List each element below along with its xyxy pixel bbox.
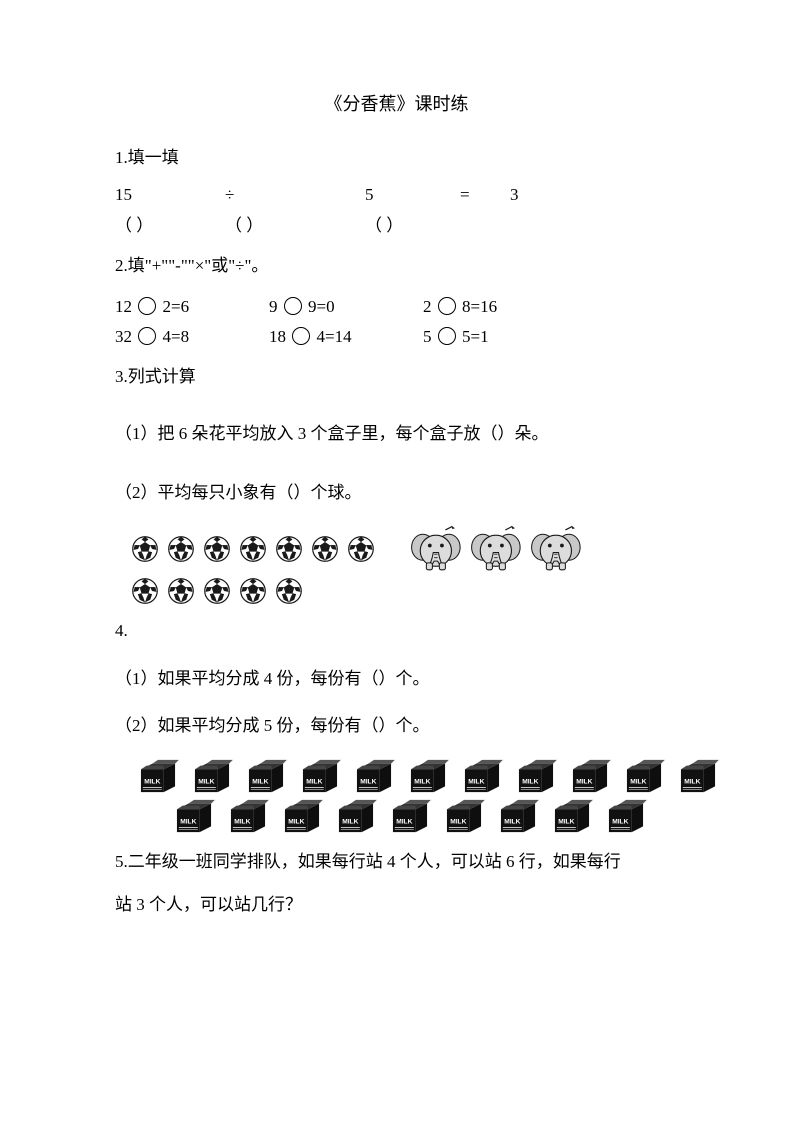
soccer-ball-icon: [347, 535, 375, 563]
milk-label: MILK: [396, 819, 412, 826]
q1-op: ÷: [225, 185, 365, 205]
q1-blank-row: （ ） （ ） （ ）: [115, 211, 678, 236]
milk-label: MILK: [468, 779, 484, 786]
q3-ball-row1: [131, 525, 678, 573]
op-circle-icon[interactable]: [284, 297, 302, 315]
soccer-ball-icon: [311, 535, 339, 563]
op-circle-icon[interactable]: [438, 297, 456, 315]
milk-row2: MILK MILK MILK: [171, 798, 678, 834]
milk-carton-icon: MILK: [297, 758, 343, 794]
milk-carton-icon: MILK: [513, 758, 559, 794]
soccer-ball-icon: [131, 535, 159, 563]
q3-graphic: [115, 525, 678, 605]
milk-carton-icon: MILK: [549, 798, 595, 834]
op-circle-icon[interactable]: [138, 327, 156, 345]
page-title: 《分香蕉》课时练: [115, 90, 678, 116]
soccer-ball-icon: [167, 577, 195, 605]
soccer-ball-icon: [275, 535, 303, 563]
milk-label: MILK: [288, 819, 304, 826]
milk-carton-icon: MILK: [387, 798, 433, 834]
soccer-ball-icon: [167, 535, 195, 563]
q2-row2: 32 4=8 18 4=14 5 5=1: [115, 327, 678, 347]
milk-label: MILK: [558, 819, 574, 826]
milk-carton-icon: MILK: [189, 758, 235, 794]
milk-label: MILK: [612, 819, 628, 826]
q1-num3: 3: [510, 185, 570, 205]
q2-r2-c[interactable]: 5 5=1: [423, 327, 573, 347]
op-circle-icon[interactable]: [438, 327, 456, 345]
q1-num2: 5: [365, 185, 460, 205]
q1-num1: 15: [115, 185, 225, 205]
milk-label: MILK: [630, 779, 646, 786]
soccer-ball-icon: [275, 577, 303, 605]
q3-label: 3.列式计算: [115, 357, 678, 398]
milk-label: MILK: [306, 779, 322, 786]
milk-label: MILK: [234, 819, 250, 826]
milk-carton-icon: MILK: [225, 798, 271, 834]
milk-carton-icon: MILK: [171, 798, 217, 834]
milk-carton-icon: MILK: [495, 798, 541, 834]
q5-line2: 站 3 个人，可以站几行？: [115, 885, 678, 926]
q2-r1-a[interactable]: 12 2=6: [115, 297, 265, 317]
soccer-ball-icon: [239, 535, 267, 563]
milk-row1: MILK MILK MILK: [135, 758, 678, 794]
milk-label: MILK: [360, 779, 376, 786]
milk-carton-icon: MILK: [567, 758, 613, 794]
milk-carton-icon: MILK: [279, 798, 325, 834]
milk-carton-icon: MILK: [621, 758, 667, 794]
elephant-icon: [409, 525, 461, 573]
q2-r1-b[interactable]: 9 9=0: [269, 297, 419, 317]
milk-carton-icon: MILK: [459, 758, 505, 794]
q1-blank1[interactable]: （ ）: [115, 211, 225, 236]
milk-label: MILK: [450, 819, 466, 826]
q4-graphic: MILK MILK MILK: [135, 758, 678, 834]
milk-label: MILK: [684, 779, 700, 786]
soccer-ball-icon: [203, 535, 231, 563]
milk-label: MILK: [342, 819, 358, 826]
milk-carton-icon: MILK: [351, 758, 397, 794]
milk-label: MILK: [522, 779, 538, 786]
q1-label: 1.填一填: [115, 138, 678, 179]
milk-carton-icon: MILK: [405, 758, 451, 794]
milk-carton-icon: MILK: [675, 758, 721, 794]
q1-blank2[interactable]: （ ）: [225, 211, 365, 236]
milk-carton-icon: MILK: [333, 798, 379, 834]
milk-carton-icon: MILK: [243, 758, 289, 794]
q5-line1: 5.二年级一班同学排队，如果每行站 4 个人，可以站 6 行，如果每行: [115, 842, 678, 883]
soccer-ball-icon: [239, 577, 267, 605]
q4-p1: （1）如果平均分成 4 份，每份有（）个。: [115, 664, 678, 689]
milk-label: MILK: [252, 779, 268, 786]
soccer-ball-icon: [203, 577, 231, 605]
q2-r2-b[interactable]: 18 4=14: [269, 327, 419, 347]
q1-blank3[interactable]: （ ）: [365, 211, 460, 236]
milk-label: MILK: [198, 779, 214, 786]
q2-row1: 12 2=6 9 9=0 2 8=16: [115, 297, 678, 317]
op-circle-icon[interactable]: [292, 327, 310, 345]
q1-equation-row: 15 ÷ 5 = 3: [115, 185, 678, 205]
q2-rows: 12 2=6 9 9=0 2 8=16 32 4=8 18 4=14 5 5=1: [115, 297, 678, 347]
q2-r2-a[interactable]: 32 4=8: [115, 327, 265, 347]
q3-p2: （2）平均每只小象有（）个球。: [115, 478, 678, 503]
q4-p2: （2）如果平均分成 5 份，每份有（）个。: [115, 711, 678, 736]
milk-carton-icon: MILK: [441, 798, 487, 834]
q4-label: 4.: [115, 611, 678, 652]
worksheet-page: 《分香蕉》课时练 1.填一填 15 ÷ 5 = 3 （ ） （ ） （ ） 2.…: [0, 0, 793, 988]
q1-eq: =: [460, 185, 510, 205]
q3-ball-row2: [131, 577, 678, 605]
q3-p1: （1）把 6 朵花平均放入 3 个盒子里，每个盒子放（）朵。: [115, 419, 678, 444]
milk-label: MILK: [144, 779, 160, 786]
milk-label: MILK: [414, 779, 430, 786]
milk-carton-icon: MILK: [135, 758, 181, 794]
milk-label: MILK: [504, 819, 520, 826]
soccer-ball-icon: [131, 577, 159, 605]
op-circle-icon[interactable]: [138, 297, 156, 315]
milk-label: MILK: [180, 819, 196, 826]
milk-label: MILK: [576, 779, 592, 786]
milk-carton-icon: MILK: [603, 798, 649, 834]
q2-r1-c[interactable]: 2 8=16: [423, 297, 573, 317]
q2-label: 2.填"+""-""×"或"÷"。: [115, 246, 678, 287]
elephant-icon: [529, 525, 581, 573]
elephant-icon: [469, 525, 521, 573]
